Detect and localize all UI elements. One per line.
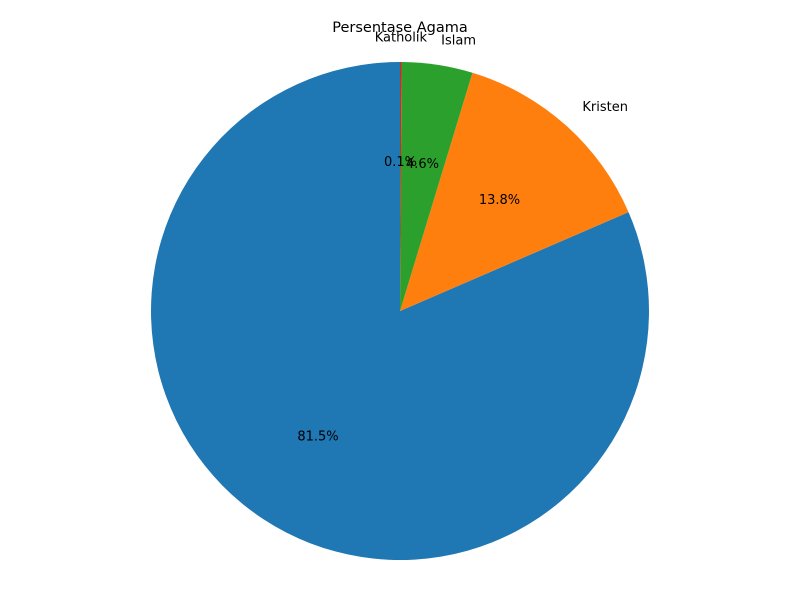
slice-category-label-3: Katholik <box>375 31 428 46</box>
pie-labels: 81.5% 13.8% Kristen 4.6% Islam 0.1% Katholik <box>297 31 628 445</box>
pie-slices <box>150 61 649 561</box>
slice-category-label-2: Islam <box>441 34 476 49</box>
pie-slice-3 <box>400 61 402 311</box>
pie-slice-1 <box>400 72 629 311</box>
slice-percent-label-3: 0.1% <box>384 155 417 170</box>
slice-percent-label-2: 4.6% <box>406 157 439 172</box>
pie-slice-2 <box>400 62 473 311</box>
slice-percent-label-0: 81.5% <box>297 429 338 444</box>
slice-category-label-1: Kristen <box>582 100 628 115</box>
slice-percent-label-1: 13.8% <box>479 193 520 208</box>
pie-slice-0 <box>150 62 649 561</box>
chart-title: Persentase Agama <box>332 20 467 36</box>
